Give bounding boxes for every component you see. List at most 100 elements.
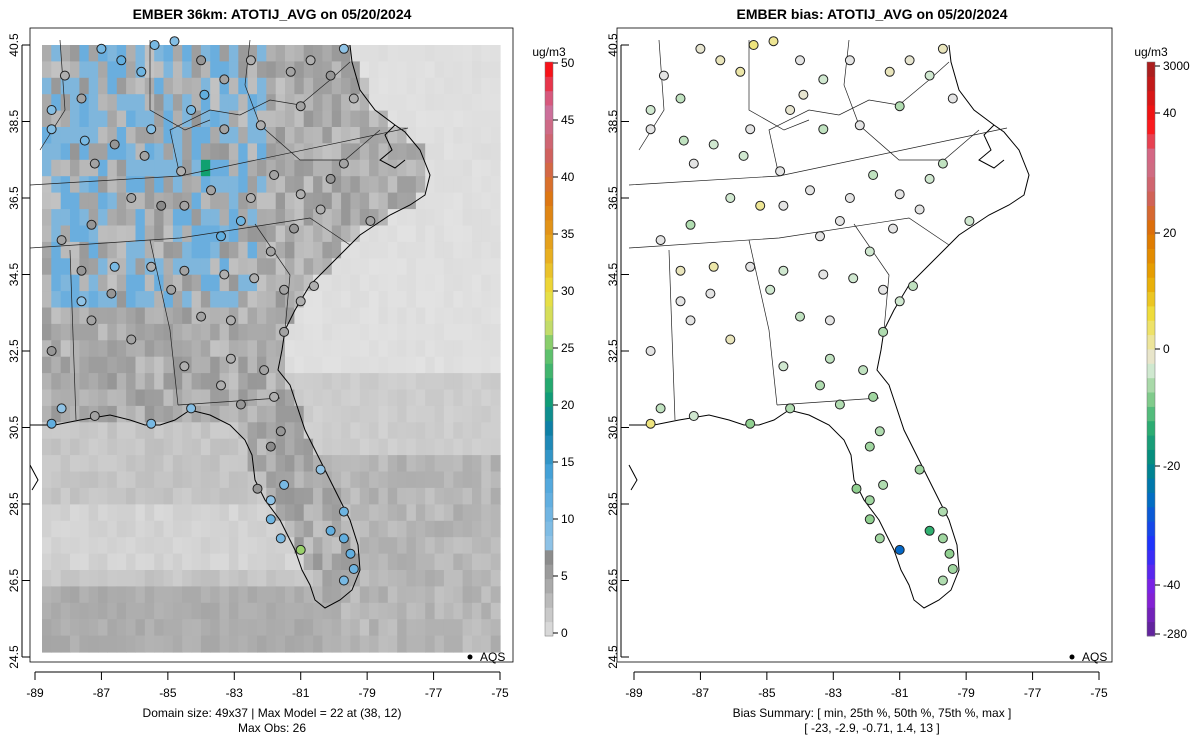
station-bias-point[interactable]: [878, 479, 889, 490]
station-obs-point[interactable]: [116, 55, 127, 66]
station-bias-point[interactable]: [964, 216, 975, 226]
station-bias-point[interactable]: [824, 353, 835, 364]
station-bias-point[interactable]: [745, 124, 756, 135]
station-obs-point[interactable]: [265, 441, 276, 452]
station-bias-point[interactable]: [798, 89, 809, 100]
station-obs-point[interactable]: [166, 284, 177, 295]
station-bias-point[interactable]: [688, 158, 699, 169]
station-obs-point[interactable]: [345, 548, 356, 559]
station-bias-point[interactable]: [725, 334, 736, 345]
station-obs-point[interactable]: [279, 326, 290, 337]
station-bias-point[interactable]: [695, 43, 706, 54]
station-obs-point[interactable]: [365, 216, 376, 226]
station-obs-point[interactable]: [46, 418, 57, 429]
station-bias-point[interactable]: [768, 36, 779, 47]
station-obs-point[interactable]: [206, 185, 216, 196]
station-bias-point[interactable]: [878, 326, 889, 337]
station-bias-point[interactable]: [937, 43, 948, 54]
station-obs-point[interactable]: [338, 575, 349, 586]
station-obs-point[interactable]: [179, 265, 190, 276]
station-obs-point[interactable]: [76, 265, 87, 276]
station-bias-point[interactable]: [868, 391, 879, 402]
station-bias-point[interactable]: [738, 150, 749, 161]
station-obs-point[interactable]: [289, 223, 299, 234]
station-obs-point[interactable]: [275, 533, 286, 544]
station-bias-point[interactable]: [645, 124, 656, 135]
station-obs-point[interactable]: [76, 296, 87, 307]
station-obs-point[interactable]: [109, 139, 120, 150]
station-obs-point[interactable]: [76, 93, 87, 104]
station-bias-point[interactable]: [937, 575, 948, 586]
station-obs-point[interactable]: [295, 101, 306, 112]
station-bias-point[interactable]: [778, 200, 789, 211]
station-obs-point[interactable]: [295, 544, 306, 555]
station-obs-point[interactable]: [139, 150, 150, 161]
station-bias-point[interactable]: [914, 464, 925, 475]
station-bias-point[interactable]: [947, 93, 958, 104]
station-obs-point[interactable]: [186, 403, 197, 414]
station-bias-point[interactable]: [844, 55, 855, 66]
station-obs-point[interactable]: [169, 36, 180, 47]
station-bias-point[interactable]: [645, 105, 656, 115]
station-obs-point[interactable]: [325, 525, 336, 536]
station-obs-point[interactable]: [279, 284, 290, 295]
station-bias-point[interactable]: [745, 418, 756, 429]
station-obs-point[interactable]: [86, 219, 97, 230]
station-obs-point[interactable]: [338, 533, 349, 544]
station-bias-point[interactable]: [745, 261, 756, 272]
station-obs-point[interactable]: [176, 166, 187, 177]
station-bias-point[interactable]: [844, 193, 855, 203]
station-bias-point[interactable]: [937, 158, 948, 169]
station-bias-point[interactable]: [944, 548, 955, 559]
station-bias-point[interactable]: [778, 361, 789, 372]
station-obs-point[interactable]: [348, 93, 359, 104]
station-bias-point[interactable]: [947, 564, 958, 574]
station-bias-point[interactable]: [818, 74, 829, 85]
station-obs-point[interactable]: [295, 296, 306, 307]
station-bias-point[interactable]: [884, 66, 895, 77]
station-obs-point[interactable]: [249, 273, 260, 284]
station-bias-point[interactable]: [818, 269, 829, 280]
station-obs-point[interactable]: [338, 43, 349, 54]
station-bias-point[interactable]: [878, 284, 889, 295]
station-obs-point[interactable]: [309, 281, 319, 291]
station-bias-point[interactable]: [824, 315, 835, 326]
station-obs-point[interactable]: [179, 200, 190, 211]
station-obs-point[interactable]: [279, 479, 290, 490]
station-obs-point[interactable]: [245, 55, 256, 66]
station-bias-point[interactable]: [708, 261, 719, 272]
station-bias-point[interactable]: [678, 135, 689, 146]
station-obs-point[interactable]: [96, 43, 107, 54]
station-obs-point[interactable]: [56, 235, 67, 246]
station-bias-point[interactable]: [868, 170, 879, 180]
station-bias-point[interactable]: [924, 525, 935, 536]
station-bias-point[interactable]: [645, 346, 656, 356]
station-bias-point[interactable]: [834, 216, 845, 226]
station-bias-point[interactable]: [785, 403, 796, 414]
station-obs-point[interactable]: [126, 334, 137, 345]
station-bias-point[interactable]: [765, 284, 776, 295]
station-bias-point[interactable]: [675, 265, 686, 276]
station-obs-point[interactable]: [325, 70, 336, 81]
station-bias-point[interactable]: [908, 281, 918, 291]
station-bias-point[interactable]: [815, 231, 825, 242]
station-obs-point[interactable]: [348, 564, 359, 574]
station-bias-point[interactable]: [725, 193, 736, 203]
station-obs-point[interactable]: [338, 506, 349, 517]
station-bias-point[interactable]: [854, 120, 865, 131]
station-obs-point[interactable]: [265, 495, 276, 506]
station-obs-point[interactable]: [46, 124, 57, 135]
station-obs-point[interactable]: [79, 135, 90, 146]
station-obs-point[interactable]: [275, 426, 286, 437]
station-bias-point[interactable]: [785, 105, 796, 115]
station-obs-point[interactable]: [146, 124, 157, 135]
station-obs-point[interactable]: [265, 246, 276, 257]
station-obs-point[interactable]: [235, 216, 246, 226]
station-obs-point[interactable]: [56, 403, 67, 414]
station-bias-point[interactable]: [748, 40, 759, 50]
station-bias-point[interactable]: [924, 70, 935, 81]
station-bias-point[interactable]: [778, 265, 789, 276]
station-obs-point[interactable]: [269, 391, 280, 402]
station-obs-point[interactable]: [146, 418, 157, 429]
station-obs-point[interactable]: [179, 361, 190, 372]
